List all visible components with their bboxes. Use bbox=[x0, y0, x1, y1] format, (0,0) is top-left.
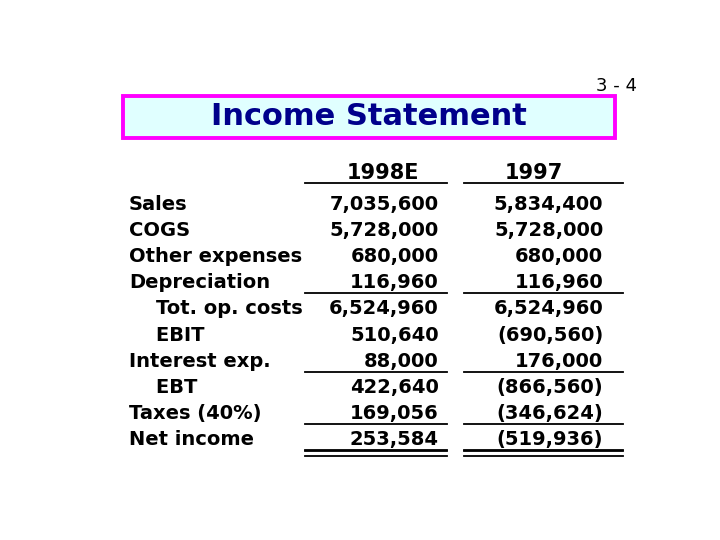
Text: 680,000: 680,000 bbox=[351, 247, 438, 266]
Text: Depreciation: Depreciation bbox=[129, 273, 270, 292]
Text: 6,524,960: 6,524,960 bbox=[494, 299, 603, 319]
Text: 5,728,000: 5,728,000 bbox=[330, 221, 438, 240]
Text: EBIT: EBIT bbox=[129, 326, 204, 345]
Text: Other expenses: Other expenses bbox=[129, 247, 302, 266]
Text: 3 - 4: 3 - 4 bbox=[596, 77, 637, 95]
Text: 253,584: 253,584 bbox=[350, 430, 438, 449]
Text: (519,936): (519,936) bbox=[497, 430, 603, 449]
Text: 1997: 1997 bbox=[505, 163, 563, 183]
Text: 6,524,960: 6,524,960 bbox=[329, 299, 438, 319]
Text: 422,640: 422,640 bbox=[350, 378, 438, 397]
Text: 88,000: 88,000 bbox=[364, 352, 438, 371]
Text: 680,000: 680,000 bbox=[516, 247, 603, 266]
Text: COGS: COGS bbox=[129, 221, 190, 240]
Text: 1998E: 1998E bbox=[347, 163, 419, 183]
Text: Sales: Sales bbox=[129, 194, 188, 214]
Text: 7,035,600: 7,035,600 bbox=[330, 194, 438, 214]
Text: Income Statement: Income Statement bbox=[211, 102, 527, 131]
Text: 116,960: 116,960 bbox=[350, 273, 438, 292]
Text: Taxes (40%): Taxes (40%) bbox=[129, 404, 261, 423]
Text: 510,640: 510,640 bbox=[350, 326, 438, 345]
Text: 116,960: 116,960 bbox=[515, 273, 603, 292]
Text: 5,728,000: 5,728,000 bbox=[494, 221, 603, 240]
Text: Net income: Net income bbox=[129, 430, 254, 449]
Text: Tot. op. costs: Tot. op. costs bbox=[129, 299, 303, 319]
Text: (866,560): (866,560) bbox=[497, 378, 603, 397]
Text: 5,834,400: 5,834,400 bbox=[494, 194, 603, 214]
FancyBboxPatch shape bbox=[124, 96, 615, 138]
Text: (346,624): (346,624) bbox=[497, 404, 603, 423]
Text: 169,056: 169,056 bbox=[350, 404, 438, 423]
Text: Interest exp.: Interest exp. bbox=[129, 352, 271, 371]
Text: EBT: EBT bbox=[129, 378, 197, 397]
Text: 176,000: 176,000 bbox=[515, 352, 603, 371]
Text: (690,560): (690,560) bbox=[497, 326, 603, 345]
